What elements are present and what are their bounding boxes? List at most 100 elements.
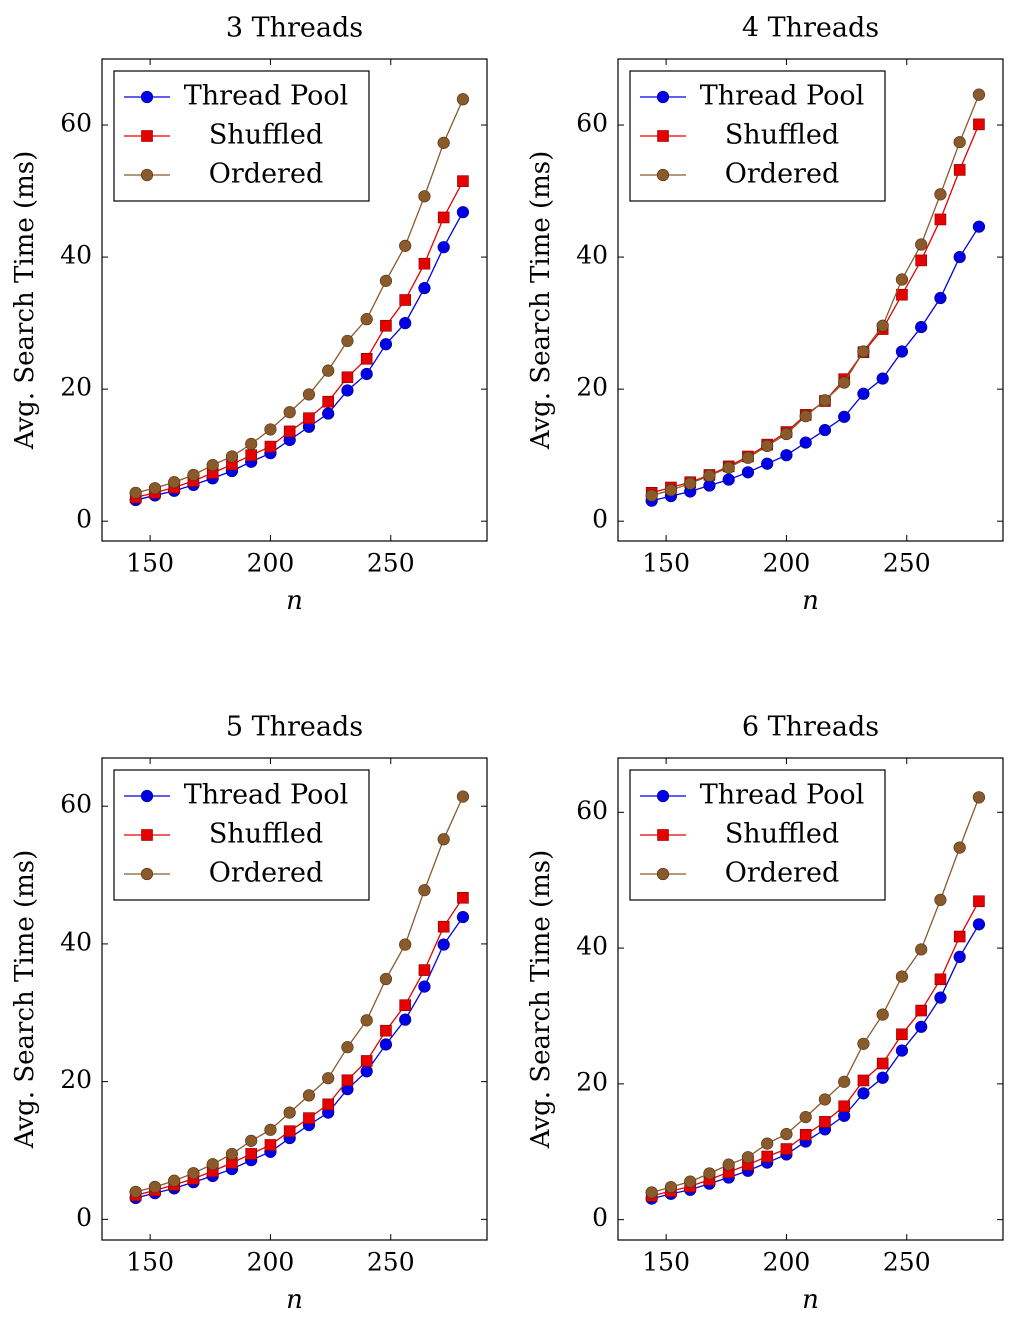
data-point: [418, 964, 431, 976]
legend: Thread Pool Shuffled Ordered: [113, 70, 370, 202]
data-point: [838, 376, 851, 389]
data-point: [341, 334, 354, 348]
y-axis-label: Avg. Search Time (ms): [10, 151, 40, 451]
data-point: [187, 468, 200, 482]
legend-marker: [656, 867, 670, 881]
data-point: [741, 451, 755, 464]
data-point: [399, 1013, 412, 1026]
legend-label: Ordered: [725, 858, 839, 889]
y-tick-label: 20: [60, 373, 92, 402]
data-point: [895, 1044, 909, 1057]
data-point: [341, 1041, 354, 1054]
data-point: [303, 1112, 315, 1124]
data-point: [915, 1020, 928, 1033]
x-tick-label: 150: [126, 549, 174, 578]
x-axis-label: n: [802, 1285, 819, 1315]
chart-panel: 5 Threads 150 200 250 0 20 40 60 n Avg. Search Ti…: [10, 712, 488, 1315]
y-tick-label: 0: [76, 1203, 92, 1232]
chart-title: 6 Threads: [742, 712, 879, 743]
plot-area: [101, 58, 488, 542]
data-point: [283, 1125, 296, 1138]
data-point: [896, 1028, 908, 1041]
x-tick-label: 250: [367, 549, 415, 578]
x-tick-label: 150: [642, 549, 690, 578]
x-tick-label: 250: [883, 549, 931, 578]
y-tick-label: 60: [60, 109, 92, 138]
legend-label: Ordered: [209, 858, 323, 889]
data-point: [303, 412, 315, 424]
data-point: [457, 175, 469, 187]
data-point: [341, 384, 354, 397]
data-point: [437, 938, 450, 951]
data-point: [322, 1072, 335, 1085]
data-point: [245, 1148, 257, 1160]
data-point: [225, 1147, 239, 1161]
data-point: [148, 1180, 162, 1194]
data-point: [245, 1134, 258, 1147]
data-point: [129, 1185, 142, 1198]
data-point: [972, 791, 986, 804]
data-point: [857, 345, 870, 358]
data-point: [437, 136, 450, 149]
data-point: [953, 250, 966, 264]
data-point: [722, 473, 735, 486]
data-point: [437, 241, 450, 254]
data-point: [780, 1143, 793, 1155]
chart-title: 5 Threads: [226, 712, 363, 743]
data-point: [264, 440, 277, 453]
data-point: [360, 367, 373, 381]
x-tick-label: 200: [247, 1248, 295, 1277]
data-point: [915, 320, 928, 334]
data-point: [456, 93, 470, 106]
data-point: [206, 1158, 219, 1171]
data-point: [302, 1089, 316, 1102]
legend-marker: [140, 90, 154, 104]
legend: Thread Pool Shuffled Ordered: [629, 70, 886, 202]
legend-label: Thread Pool: [700, 780, 864, 811]
data-point: [973, 895, 985, 908]
legend-marker: [657, 130, 669, 142]
data-point: [934, 973, 947, 986]
data-point: [264, 1123, 277, 1136]
data-point: [322, 395, 334, 408]
series-line: [135, 211, 464, 501]
data-point: [895, 345, 909, 358]
legend-marker: [656, 168, 670, 182]
data-point: [664, 484, 678, 497]
data-point: [876, 372, 889, 385]
series-line: [651, 226, 980, 502]
chart-title: 4 Threads: [742, 13, 879, 44]
legend-marker: [140, 789, 154, 803]
data-point: [379, 274, 393, 287]
data-point: [857, 1037, 870, 1050]
data-point: [857, 1087, 870, 1100]
y-tick-label: 40: [60, 927, 92, 956]
data-point: [399, 239, 412, 252]
data-point: [780, 427, 793, 441]
data-point: [741, 466, 755, 479]
data-point: [456, 206, 470, 219]
data-point: [780, 449, 793, 462]
data-point: [780, 1127, 793, 1141]
data-point: [972, 918, 986, 931]
data-point: [915, 254, 927, 267]
data-point: [973, 118, 985, 131]
data-point: [380, 1024, 392, 1037]
y-tick-label: 0: [76, 505, 92, 534]
y-tick-label: 20: [576, 1067, 608, 1096]
data-point: [245, 437, 258, 451]
legend-marker: [141, 829, 153, 841]
data-point: [838, 1075, 851, 1088]
data-point: [399, 294, 411, 306]
chart-panel: 6 Threads 150 200 250 0 20 40 60 n Avg. Search Ti…: [526, 712, 1004, 1315]
data-point: [379, 338, 393, 351]
series-line: [135, 897, 464, 1196]
chart-panel: 3 Threads 150 200 250 0 20 40 60 n Avg. Search Ti…: [10, 13, 488, 616]
x-tick-label: 150: [126, 1248, 174, 1277]
y-tick-label: 40: [60, 241, 92, 270]
series-line: [651, 900, 980, 1197]
data-point: [972, 220, 986, 233]
legend-label: Shuffled: [725, 819, 839, 850]
y-tick-label: 40: [576, 241, 608, 270]
legend-label: Thread Pool: [700, 81, 864, 112]
